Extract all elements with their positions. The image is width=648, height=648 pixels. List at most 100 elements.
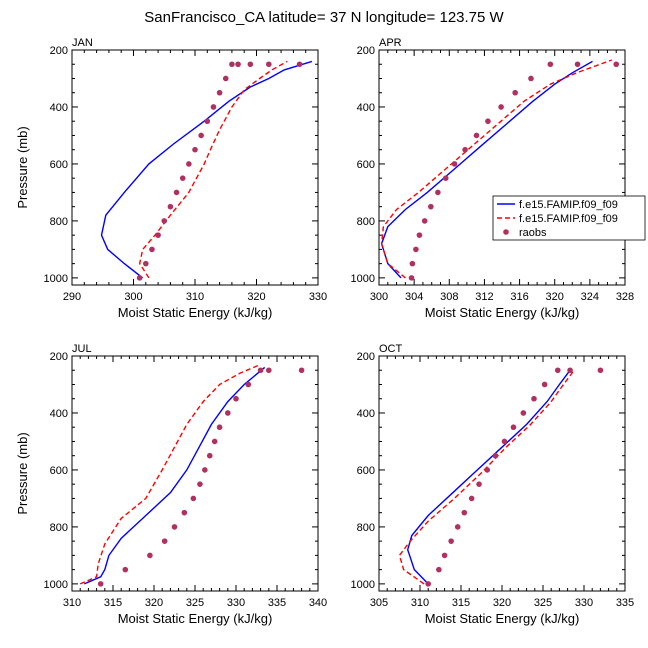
y-tick-label: 800 [50, 216, 68, 228]
raobs-point [266, 61, 272, 68]
legend-swatch-dot [503, 229, 509, 235]
y-tick-label: 800 [50, 522, 68, 534]
raobs-point [473, 132, 480, 139]
raobs-point [462, 146, 468, 153]
x-tick-label: 320 [493, 597, 511, 609]
raobs-point [190, 495, 197, 502]
raobs-point [442, 175, 449, 181]
raobs-point [436, 566, 442, 573]
x-tick-label: 300 [124, 291, 142, 303]
raobs-point [204, 118, 211, 125]
raobs-point [198, 132, 204, 139]
raobs-point [197, 481, 203, 487]
raobs-point [421, 218, 428, 224]
raobs-point [451, 161, 458, 167]
panel-title: APR [379, 37, 402, 49]
y-axis-label: Pressure (mb) [15, 126, 30, 208]
x-tick-label: 310 [411, 597, 429, 609]
y-tick-label: 400 [50, 408, 68, 420]
x-tick-label: 325 [534, 597, 552, 609]
panel-jan: JAN 290 300 310 320 330 200 400 600 800 1000 Moist … [15, 37, 327, 320]
data-layer [100, 60, 313, 281]
data-layer [79, 363, 305, 587]
raobs-point [173, 189, 180, 196]
legend-entry: raobs [519, 227, 547, 239]
raobs-point [492, 452, 499, 459]
x-axis-label: Moist Static Energy (kJ/kg) [118, 305, 273, 320]
y-tick-label: 200 [357, 45, 375, 57]
legend-box [492, 195, 646, 241]
raobs-point [567, 367, 573, 374]
x-tick-label: 310 [63, 597, 81, 609]
raobs-point [613, 61, 620, 68]
raobs-point [574, 61, 581, 68]
y-tick-label: 600 [50, 465, 68, 477]
raobs-point [143, 260, 149, 267]
raobs-point [510, 424, 517, 431]
x-tick-label: 305 [370, 597, 388, 609]
x-tick-label: 310 [186, 291, 204, 303]
raobs-point [413, 246, 419, 253]
y-tick-label: 800 [357, 216, 375, 228]
panel-oct: OCT 305 310 315 320 325 330 335 200 400 600 800 1000… [351, 343, 635, 626]
x-tick-label: 325 [186, 597, 204, 609]
raobs-point [247, 61, 254, 68]
raobs-point [425, 581, 432, 587]
panels-group: JAN 290 300 310 320 330 200 400 600 800 1000 Moist … [15, 37, 634, 626]
x-tick-label: 330 [309, 291, 327, 303]
raobs-point [181, 509, 188, 516]
raobs-point [202, 467, 208, 473]
y-tick-label: 600 [357, 465, 375, 477]
raobs-point [435, 189, 441, 196]
series-line-dashed [380, 59, 613, 279]
panel-apr: APR 300 304 308 312 316 320 324 328 200 400 600 800 1… [351, 37, 635, 320]
raobs-point [501, 438, 508, 445]
raobs-point [161, 538, 168, 544]
y-tick-label: 400 [357, 102, 375, 114]
raobs-point [428, 203, 434, 210]
panel-jul: JUL 310 315 320 325 330 335 340 200 400 600 800 1000… [15, 343, 327, 626]
y-tick-label: 600 [50, 159, 68, 171]
series-line-solid [84, 366, 266, 585]
raobs-point [498, 104, 504, 110]
x-tick-label: 316 [510, 291, 528, 303]
raobs-point [409, 260, 416, 267]
raobs-point [448, 538, 454, 544]
raobs-point [528, 75, 534, 82]
raobs-point [597, 367, 604, 374]
x-tick-label: 290 [63, 291, 81, 303]
x-axis-label: Moist Static Energy (kJ/kg) [425, 611, 580, 626]
series-line-dashed [398, 369, 575, 585]
raobs-point [416, 232, 423, 238]
x-tick-label: 320 [145, 597, 163, 609]
y-tick-label: 1000 [351, 579, 375, 591]
x-tick-label: 315 [104, 597, 122, 609]
raobs-point [136, 275, 143, 281]
x-tick-label: 335 [616, 597, 634, 609]
y-tick-label: 800 [357, 522, 375, 534]
y-tick-label: 400 [357, 408, 375, 420]
raobs-point [484, 467, 491, 473]
raobs-point [155, 232, 161, 238]
panel-title: JAN [72, 37, 93, 49]
raobs-point [186, 161, 192, 167]
x-tick-label: 340 [309, 597, 327, 609]
raobs-point [441, 552, 448, 559]
y-tick-label: 600 [357, 159, 375, 171]
raobs-point [468, 495, 475, 502]
raobs-point [216, 89, 223, 96]
raobs-point [547, 61, 554, 68]
legend-entry: f.e15.FAMIP.f09_f09 [519, 199, 618, 211]
raobs-point [147, 552, 153, 559]
y-tick-label: 1000 [351, 273, 375, 285]
x-tick-label: 304 [405, 291, 423, 303]
raobs-point [541, 381, 548, 388]
raobs-point [476, 481, 482, 487]
raobs-point [296, 61, 303, 68]
series-line-dashed [138, 60, 288, 279]
raobs-point [298, 367, 305, 374]
data-layer [398, 367, 604, 587]
raobs-point [225, 410, 231, 416]
raobs-point [408, 275, 415, 281]
